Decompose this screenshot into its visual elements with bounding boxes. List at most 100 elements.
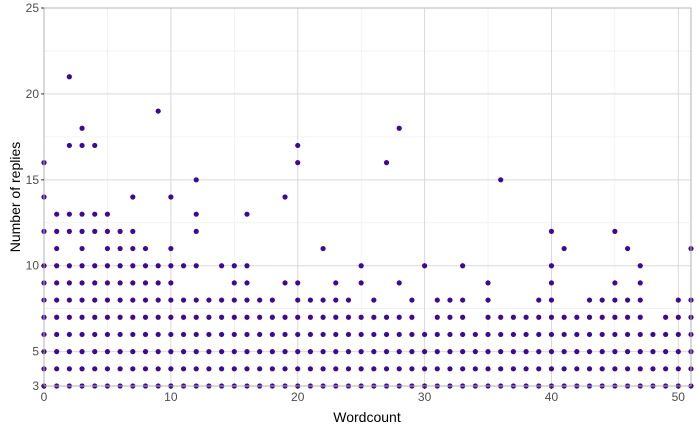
data-point [536, 314, 542, 320]
data-point [193, 211, 199, 217]
data-point [206, 314, 212, 320]
data-point [168, 194, 174, 200]
data-point [460, 314, 466, 320]
data-point [586, 314, 593, 320]
data-point [295, 331, 301, 338]
data-point [206, 331, 212, 338]
data-point [244, 280, 250, 286]
data-point [117, 366, 123, 372]
data-point [92, 142, 98, 149]
data-point [193, 314, 199, 320]
data-point [637, 331, 643, 338]
data-point [561, 349, 567, 355]
data-point [282, 280, 288, 286]
data-point [637, 263, 643, 269]
data-point [536, 349, 542, 355]
data-point [295, 349, 301, 355]
data-point [180, 297, 187, 303]
data-point [510, 314, 516, 320]
data-point [485, 366, 491, 372]
data-point [117, 297, 123, 303]
data-point [79, 125, 85, 131]
data-point [104, 263, 111, 269]
data-point [92, 314, 98, 320]
data-point [637, 297, 643, 303]
data-point [624, 331, 631, 338]
data-point [168, 263, 174, 269]
data-point [612, 228, 618, 234]
y-axis-title: Number of replies [7, 142, 23, 253]
data-point [282, 349, 288, 355]
data-point [92, 211, 98, 217]
data-point [206, 349, 212, 355]
data-point [193, 349, 199, 355]
data-point [180, 349, 187, 355]
data-point [295, 366, 301, 372]
data-point [269, 349, 275, 355]
data-point [447, 366, 453, 372]
data-point [561, 331, 567, 338]
data-point [371, 366, 377, 372]
data-point [536, 331, 542, 338]
data-point [257, 349, 263, 355]
data-point [307, 297, 314, 303]
data-point [421, 349, 428, 355]
data-point [434, 314, 440, 320]
data-point [460, 297, 466, 303]
data-point [155, 349, 161, 355]
data-point [130, 297, 136, 303]
data-point [244, 349, 250, 355]
data-point [421, 366, 428, 372]
data-point [383, 314, 390, 320]
data-point [663, 331, 669, 338]
data-point [104, 297, 111, 303]
data-point [295, 160, 301, 166]
data-point [460, 349, 466, 355]
data-point [92, 263, 98, 269]
data-point [637, 366, 643, 372]
data-point [92, 366, 98, 372]
data-point [498, 177, 504, 183]
data-point [219, 366, 225, 372]
data-point [307, 331, 314, 338]
data-point [54, 263, 60, 269]
data-point [447, 314, 453, 320]
data-point [54, 331, 60, 338]
data-point [142, 280, 149, 286]
data-point [79, 349, 85, 355]
data-point [269, 331, 275, 338]
data-point [269, 297, 275, 303]
data-point [295, 314, 301, 320]
data-point [193, 331, 199, 338]
data-point [396, 366, 402, 372]
data-point [421, 331, 428, 338]
data-point [244, 314, 250, 320]
data-point [523, 314, 529, 320]
data-point [637, 349, 643, 355]
data-point [66, 74, 72, 80]
data-point [79, 211, 85, 217]
data-point [624, 297, 631, 303]
data-point [257, 314, 263, 320]
data-point [536, 297, 542, 303]
data-point [447, 349, 453, 355]
data-point [599, 331, 605, 338]
data-point [434, 297, 440, 303]
data-point [142, 349, 149, 355]
data-point [79, 366, 85, 372]
data-point [574, 366, 580, 372]
data-point [345, 331, 352, 338]
data-point [320, 314, 326, 320]
data-point [320, 331, 326, 338]
data-point [663, 366, 669, 372]
data-point [561, 245, 567, 252]
data-point [663, 314, 669, 320]
data-point [295, 280, 301, 286]
data-point [79, 331, 85, 338]
data-point [231, 297, 237, 303]
data-point [231, 366, 237, 372]
data-point [498, 314, 504, 320]
data-point [54, 211, 60, 217]
data-point [257, 366, 263, 372]
